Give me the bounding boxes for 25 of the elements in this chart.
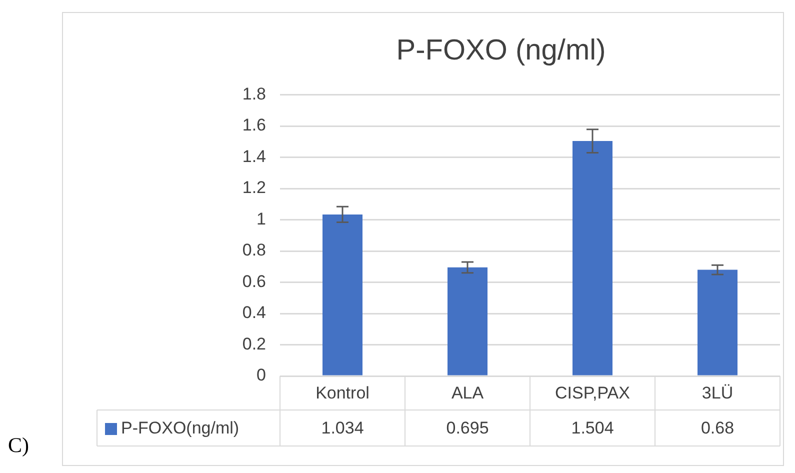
y-tick-label: 0.2 [242, 334, 266, 354]
chart-title: P-FOXO (ng/ml) [396, 34, 606, 66]
data-label: 1.504 [571, 418, 614, 438]
y-tick-label: 1.4 [242, 146, 266, 166]
bar [698, 270, 738, 376]
x-tick-label: ALA [451, 384, 484, 403]
bar [448, 267, 488, 376]
y-tick-label: 1.6 [242, 116, 266, 135]
bar [572, 141, 612, 376]
y-tick-label: 1.2 [242, 178, 266, 198]
y-tick-label: 1 [256, 209, 266, 228]
y-tick-label: 0.4 [242, 303, 266, 322]
y-tick-label: 0.6 [242, 272, 266, 291]
data-label: 0.68 [700, 418, 734, 438]
y-tick-label: 0.8 [242, 240, 266, 260]
x-tick-label: Kontrol [316, 384, 370, 403]
bar [322, 214, 362, 376]
y-tick-label: 0 [256, 366, 266, 385]
data-label: 0.695 [446, 418, 489, 438]
text: C) [8, 433, 30, 457]
x-tick-label: CISP,PAX [555, 384, 630, 403]
data-label: 1.034 [321, 418, 364, 438]
x-tick-label: 3LÜ [702, 384, 734, 403]
legend-label: P-FOXO(ng/ml) [121, 418, 240, 438]
y-tick-label: 1.8 [242, 84, 266, 104]
